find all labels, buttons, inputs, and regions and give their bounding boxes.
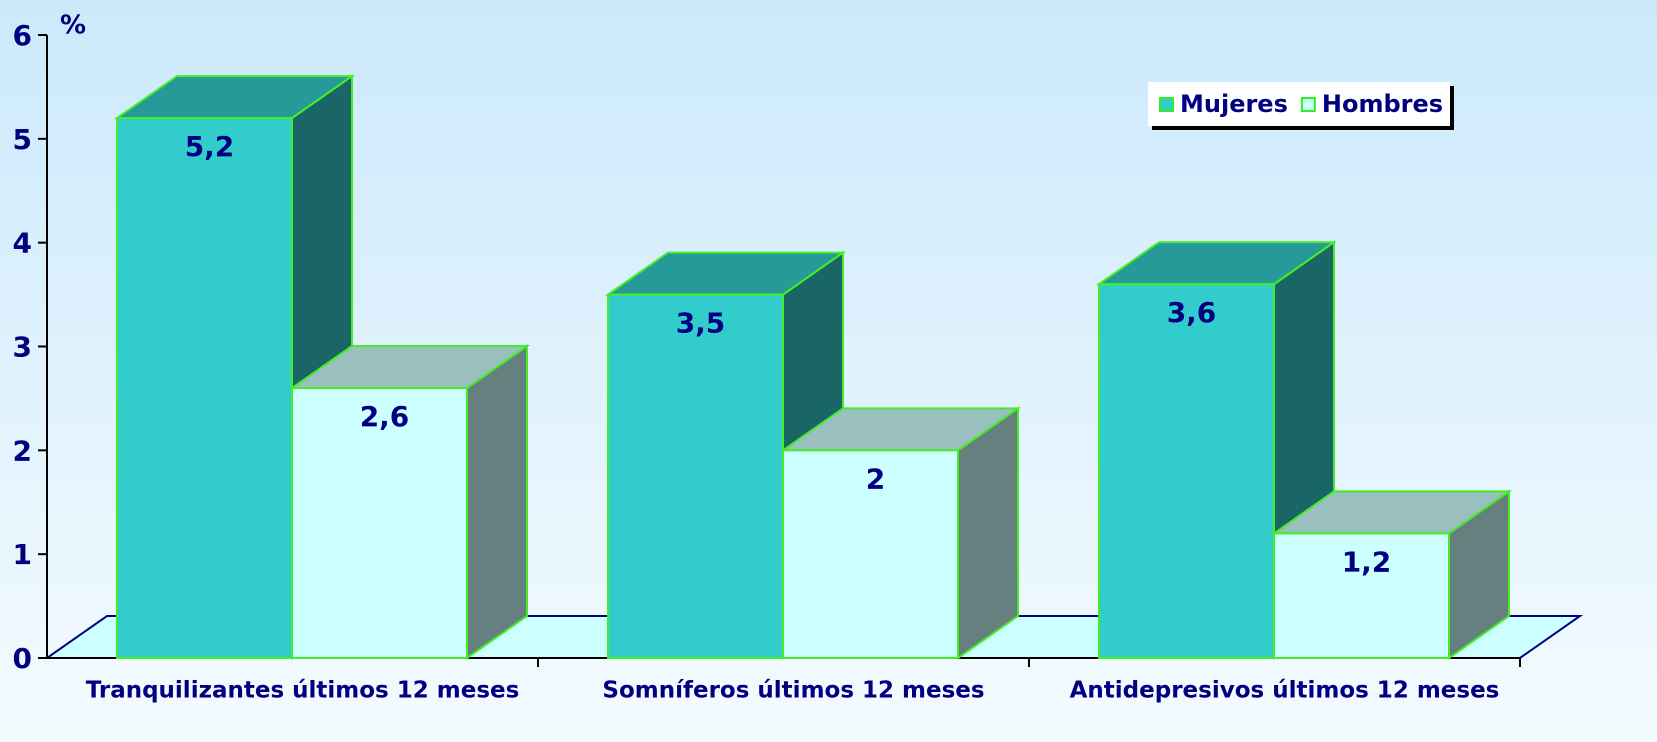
y-tick-label: 6 — [13, 19, 32, 52]
y-tick-label: 1 — [13, 538, 32, 571]
bar-front — [1273, 532, 1450, 660]
value-label: 3,5 — [676, 307, 726, 340]
bar-front — [291, 387, 468, 659]
legend-label: Mujeres — [1180, 90, 1288, 118]
bar-front — [607, 293, 784, 659]
y-tick-label: 0 — [13, 642, 32, 675]
y-unit-label: % — [60, 11, 86, 41]
y-tick-label: 4 — [13, 227, 32, 260]
y-tick-label: 2 — [13, 434, 32, 467]
bar-front — [782, 449, 959, 660]
bar-side — [957, 406, 1019, 660]
x-tick-label: Somníferos últimos 12 meses — [602, 678, 984, 704]
y-tick-label: 3 — [13, 331, 32, 364]
legend — [1148, 82, 1450, 126]
value-label: 1,2 — [1342, 545, 1392, 578]
legend-label: Hombres — [1322, 90, 1443, 118]
value-label: 3,6 — [1167, 296, 1217, 329]
legend-swatch — [1159, 97, 1174, 112]
bar — [1095, 240, 1338, 660]
bar-side — [466, 344, 528, 660]
bar — [779, 406, 1022, 660]
value-label: 2,6 — [360, 400, 410, 433]
bar — [1270, 489, 1513, 660]
bar-front — [116, 117, 293, 660]
value-label: 5,2 — [185, 130, 235, 163]
bar-front — [1098, 283, 1275, 659]
value-label: 2 — [866, 462, 885, 495]
x-tick-label: Tranquilizantes últimos 12 meses — [86, 678, 520, 704]
legend-swatch — [1300, 97, 1316, 112]
x-tick-label: Antidepresivos últimos 12 meses — [1070, 678, 1500, 704]
bar — [288, 344, 531, 660]
y-tick-label: 5 — [13, 123, 32, 156]
